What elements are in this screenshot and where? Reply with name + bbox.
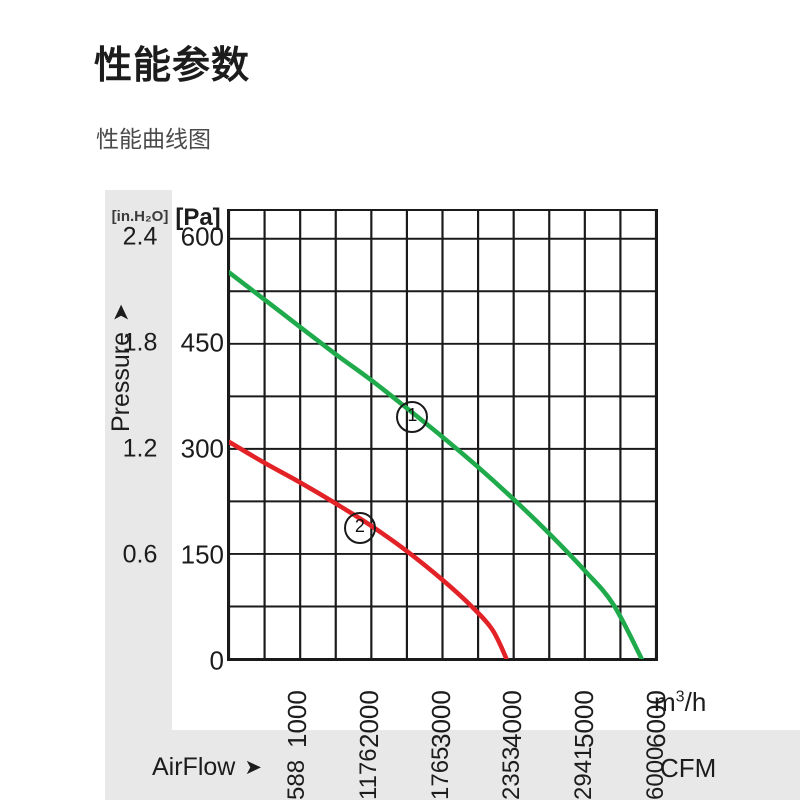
page-title: 性能参数: [94, 45, 251, 87]
y-tick-pa-150: 150: [180, 539, 224, 570]
curve-series-1: [229, 270, 645, 659]
arrow-right-icon: ➤: [108, 303, 133, 322]
y-tick-inh2o-2.4: 2.4: [122, 222, 158, 251]
x-axis-unit-cfm: CFM: [660, 753, 717, 783]
x-tick-cfm-2941: 2941: [570, 746, 598, 800]
x-tick-m3h-4000: 4000: [497, 690, 528, 748]
x-tick-cfm-588: 588: [282, 759, 310, 800]
x-tick-m3h-1000: 1000: [281, 690, 312, 748]
arrow-right-icon: ➤: [244, 756, 262, 779]
bottom-shaded-band: [105, 730, 800, 800]
x-tick-m3h-2000: 2000: [353, 690, 384, 748]
x-tick-cfm-2353: 2353: [498, 746, 526, 800]
section-subtitle: 性能曲线图: [96, 126, 211, 152]
y-tick-inh2o-1.2: 1.2: [122, 434, 158, 463]
y-tick-pa-450: 450: [180, 327, 224, 358]
y-tick-pa-0: 0: [209, 645, 224, 676]
x-axis-title-airflow: AirFlow ➤: [152, 753, 262, 782]
x-tick-cfm-1176: 1176: [354, 748, 382, 800]
curve-marker-1: 1: [396, 401, 429, 434]
y-tick-inh2o-0.6: 0.6: [122, 540, 158, 569]
curve-marker-2: 2: [343, 512, 376, 545]
y-tick-inh2o-1.8: 1.8: [122, 328, 158, 357]
performance-curve-figure: [in.H₂O] [Pa] 600 450 300 150 0 2.4 1.8 1.2 0.6 …: [0, 190, 800, 800]
x-tick-m3h-5000: 5000: [569, 690, 600, 748]
curve-series-2: [229, 439, 509, 659]
x-tick-m3h-3000: 3000: [425, 690, 456, 748]
y-axis-title-text: Pressure: [106, 331, 135, 432]
y-tick-pa-600: 600: [180, 221, 224, 252]
x-axis-unit-m3h: m3/h: [654, 687, 707, 717]
plot-area: [227, 209, 658, 661]
left-shaded-band: [105, 190, 172, 762]
y-axis-unit-inh2o: [in.H₂O]: [111, 208, 169, 225]
grid-lines: [229, 211, 656, 659]
y-axis-unit-pa: [Pa]: [175, 204, 221, 231]
y-tick-pa-300: 300: [180, 433, 224, 464]
grid-and-curves: [229, 211, 656, 659]
x-axis-title-text: AirFlow: [152, 753, 236, 781]
curve-paths: [229, 270, 645, 659]
y-axis-title-pressure: Pressure ➤: [101, 252, 141, 432]
x-tick-cfm-1765: 1765: [426, 746, 454, 800]
